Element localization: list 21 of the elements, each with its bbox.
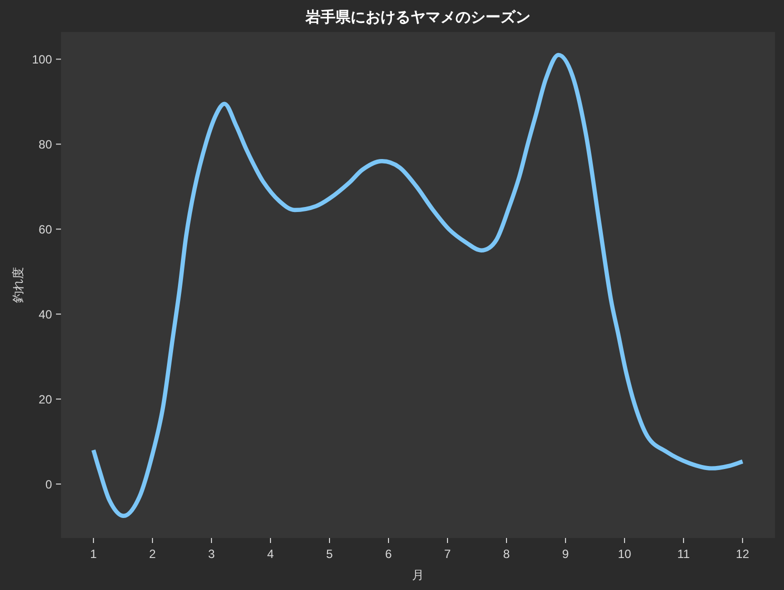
title: 岩手県におけるヤマメのシーズン — [306, 9, 530, 26]
x-tick-label: 7 — [444, 547, 451, 561]
y-tick-label: 80 — [38, 138, 52, 152]
x-tick-label: 11 — [677, 547, 690, 561]
x-tick-label: 12 — [736, 547, 750, 561]
x-tick-label: 2 — [149, 547, 156, 561]
y-tick-label: 60 — [38, 222, 52, 237]
x-tick-label: 6 — [385, 547, 392, 561]
y-axis-title: 釣れ度 — [11, 267, 25, 303]
x-tick-label: 9 — [562, 547, 569, 561]
y-tick-label: 40 — [38, 308, 52, 322]
x-tick-label: 5 — [326, 547, 333, 561]
y-tick-label: 100 — [32, 52, 52, 67]
x-axis-title: 月 — [412, 568, 424, 582]
x-tick-label: 1 — [90, 547, 97, 561]
x-tick-label: 8 — [503, 547, 510, 561]
y-tick-label: 20 — [38, 392, 52, 407]
y-tick-label: 0 — [45, 478, 52, 492]
x-tick-label: 4 — [267, 547, 274, 561]
x-tick-label: 3 — [208, 547, 215, 561]
x-tick-label: 10 — [618, 547, 632, 561]
